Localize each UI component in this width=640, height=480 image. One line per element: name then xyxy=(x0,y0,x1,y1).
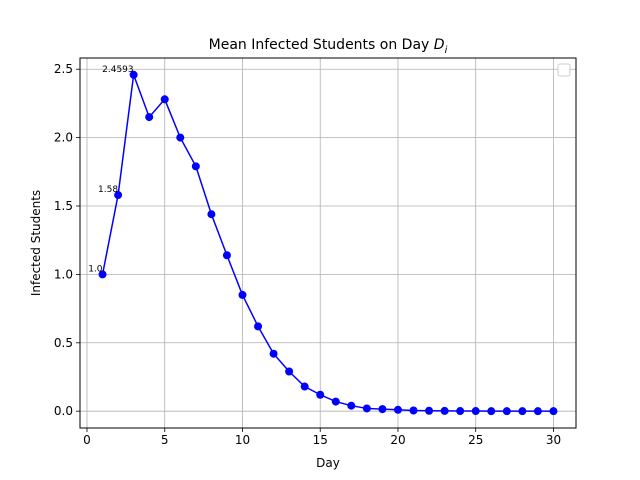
data-point xyxy=(222,251,231,260)
x-axis-ticks: 0 5 10 15 20 25 30 xyxy=(83,428,561,447)
data-point xyxy=(347,401,356,410)
data-series xyxy=(98,70,558,416)
y-axis-ticks: 0.0 0.5 1.0 1.5 2.0 2.5 xyxy=(54,62,80,418)
x-tick-label: 25 xyxy=(468,433,483,447)
y-tick-label: 1.0 xyxy=(54,267,73,281)
data-point xyxy=(487,407,496,416)
data-point xyxy=(191,162,200,171)
data-point xyxy=(316,390,325,399)
y-tick-label: 2.0 xyxy=(54,131,73,145)
data-point xyxy=(378,405,387,414)
data-point xyxy=(425,406,434,415)
data-point xyxy=(114,191,123,200)
data-point xyxy=(440,406,449,415)
x-tick-label: 20 xyxy=(390,433,405,447)
x-tick-label: 0 xyxy=(83,433,91,447)
x-axis-label: Day xyxy=(316,456,340,470)
data-point xyxy=(254,322,263,331)
data-label: 1.58 xyxy=(98,185,118,195)
x-tick-label: 5 xyxy=(161,433,169,447)
data-annotations: 1.0 1.58 2.4593 xyxy=(88,65,133,275)
data-point xyxy=(269,349,278,358)
data-point xyxy=(518,407,527,416)
grid-lines xyxy=(80,58,576,428)
x-tick-label: 15 xyxy=(313,433,328,447)
y-tick-label: 0.5 xyxy=(54,336,73,350)
y-tick-label: 0.0 xyxy=(54,404,73,418)
plot-frame xyxy=(79,57,577,429)
data-label: 1.0 xyxy=(88,264,103,274)
data-point xyxy=(409,406,418,415)
chart-title: Mean Infected Students on Day Di xyxy=(209,37,448,56)
x-tick-label: 30 xyxy=(546,433,561,447)
data-point xyxy=(331,397,340,406)
data-point xyxy=(238,290,247,299)
data-point xyxy=(456,407,465,416)
y-tick-label: 1.5 xyxy=(54,199,73,213)
x-tick-label: 10 xyxy=(235,433,250,447)
data-point xyxy=(129,70,138,79)
legend-box xyxy=(557,63,571,77)
data-point xyxy=(471,407,480,416)
data-point xyxy=(160,95,169,104)
data-point xyxy=(98,270,107,279)
data-point xyxy=(176,133,185,142)
data-point xyxy=(362,404,371,413)
y-tick-label: 2.5 xyxy=(54,62,73,76)
data-point xyxy=(502,407,511,416)
y-axis-label: Infected Students xyxy=(29,190,43,296)
data-label: 2.4593 xyxy=(102,65,134,75)
data-point xyxy=(393,405,402,414)
data-point xyxy=(300,382,309,391)
data-point xyxy=(207,210,216,219)
data-point xyxy=(533,407,542,416)
data-point xyxy=(145,113,154,122)
data-point xyxy=(285,367,294,376)
data-point xyxy=(549,407,558,416)
